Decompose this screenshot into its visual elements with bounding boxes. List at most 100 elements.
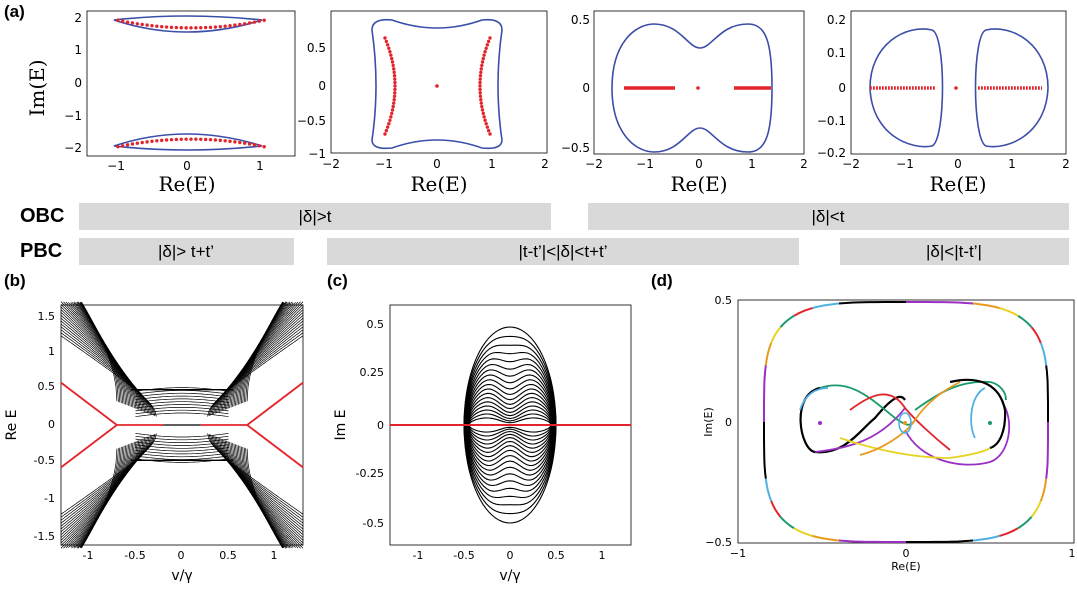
d-outer-segment	[770, 326, 782, 344]
a4-center-point	[954, 86, 958, 90]
a2-obc-point	[392, 98, 396, 102]
d-yticks: 0.5 0 −0.5	[705, 294, 732, 549]
a2-obc-point	[478, 91, 482, 95]
a1-yticks: 2 1 0 −1 −2	[64, 11, 82, 155]
a2-xlabel: Re(E)	[410, 172, 467, 196]
a2-obc-point	[480, 60, 485, 64]
a1-obc-point	[257, 19, 262, 23]
a1-obc-point	[164, 138, 169, 142]
c-yticks: 0.5 0.25 0 -0.25 -0.5	[356, 318, 384, 530]
panel-c: -1 -0.5 0 0.5 1 0.5 0.25 0 -0.25 -0.5 Im…	[333, 304, 632, 584]
a2-xtick: 2	[541, 157, 549, 171]
b-xtick: 0.5	[219, 549, 237, 562]
d-ytick: −0.5	[705, 536, 732, 549]
d-outer-loop	[763, 301, 1049, 543]
a1-obc-point	[213, 138, 218, 142]
d-inner-yellow	[839, 437, 991, 459]
d-outer-segment	[972, 534, 1000, 542]
d-outer-segment	[906, 539, 974, 543]
a1-obc-point	[155, 24, 159, 28]
b-band-curve	[135, 409, 229, 415]
b-band-curve	[246, 448, 283, 549]
a1-obc-point	[242, 22, 247, 26]
c-xtick: -1	[413, 549, 424, 562]
a2-obc-point	[390, 108, 395, 112]
a1-obc-point	[135, 141, 140, 145]
a2-obc-point	[387, 122, 391, 126]
a2-obc-point	[480, 63, 484, 68]
b-band-curve	[68, 441, 135, 548]
d-xticks: −1 0 1	[730, 547, 1076, 560]
a2-obc-point	[478, 87, 482, 92]
a2-ytick: 0.5	[307, 41, 326, 55]
subplot-a1: −1 0 1 2 1 0 −1 −2 Re(E)	[64, 10, 296, 196]
b-ylabel: Re E	[4, 409, 20, 440]
c-ytick: -0.25	[356, 467, 384, 480]
a2-obc-point	[478, 77, 482, 81]
a2-obc-points	[383, 36, 492, 136]
a4-xtick: −1	[896, 157, 914, 171]
d-inner-purple	[814, 407, 906, 453]
d-outer-segment	[770, 500, 782, 518]
b-ytick: 0	[48, 418, 55, 431]
a2-obc-point	[481, 111, 485, 116]
a2-obc-point	[483, 118, 487, 122]
a2-ytick: −0.5	[297, 114, 326, 128]
b-band-curve	[135, 444, 229, 449]
a1-obc-point	[247, 142, 252, 146]
a1-obc-point	[130, 21, 135, 25]
d-outer-segment	[779, 315, 795, 328]
a2-ytick: −1	[308, 147, 326, 161]
c-xtick: -0.5	[453, 549, 474, 562]
a2-obc-point	[482, 53, 486, 57]
d-outer-segment	[763, 422, 767, 479]
b-ytick: 0.5	[38, 380, 56, 393]
a3-center-point	[696, 86, 700, 90]
a2-obc-point	[387, 46, 391, 50]
d-outer-segment	[793, 307, 813, 317]
a1-obc-point	[238, 140, 242, 145]
a2-obc-point	[486, 39, 491, 44]
d-outer-segment	[764, 342, 773, 366]
a2-obc-point	[383, 132, 387, 136]
a2-obc-point	[479, 67, 483, 71]
b-band-curve	[135, 392, 229, 398]
a2-pbc-loop	[371, 18, 503, 150]
pbc-region-2: |t-t’|<|δ|<t+t’	[518, 242, 607, 261]
a2-obc-point	[389, 115, 393, 119]
a1-obc-point	[208, 25, 213, 30]
d-outer-segment	[1045, 422, 1049, 479]
b-band-curve	[135, 398, 229, 403]
a1-obc-point	[135, 22, 140, 26]
d-outer-segment	[812, 534, 840, 542]
panel-b: -1 -0.5 0 0.5 1 1.5 1 0.5 0 -0.5 -1 -1.5…	[4, 301, 304, 584]
a2-obc-point	[389, 53, 393, 57]
a2-obc-point	[384, 128, 389, 133]
a4-xtick: 1	[1008, 157, 1016, 171]
a3-ytick: 0	[582, 81, 590, 95]
a1-obc-point	[174, 137, 179, 142]
a4-yticks: 0.2 0.1 0 −0.1 −0.2	[817, 13, 846, 160]
obc-row-label: OBC	[20, 205, 64, 227]
a1-obc-point	[199, 26, 203, 30]
b-band-curve	[135, 452, 229, 458]
pbc-band-3	[840, 238, 1069, 265]
a2-obc-point	[393, 87, 397, 92]
b-edge-line	[246, 381, 304, 426]
a1-xtick: 1	[256, 159, 264, 173]
a3-xtick: −2	[585, 157, 603, 171]
d-inner-green	[819, 384, 916, 426]
a2-obc-point	[485, 43, 490, 47]
a2-obc-point	[383, 36, 387, 40]
a2-obc-point	[486, 128, 491, 133]
a2-obc-point	[480, 108, 485, 112]
phase-rows: OBC |δ|>t |δ|<t PBC |δ|> t+t’ |t-t’|<|δ|…	[20, 203, 1069, 265]
a2-obc-point	[390, 60, 395, 64]
d-xtick: −1	[730, 547, 746, 560]
pbc-band-2	[327, 238, 799, 265]
pbc-region-1: |δ|> t+t’	[158, 242, 214, 261]
a3-xlabel: Re(E)	[670, 172, 727, 196]
d-outer-segment	[838, 539, 906, 543]
a1-obc-point	[262, 145, 266, 149]
a1-obc-point	[125, 20, 130, 24]
